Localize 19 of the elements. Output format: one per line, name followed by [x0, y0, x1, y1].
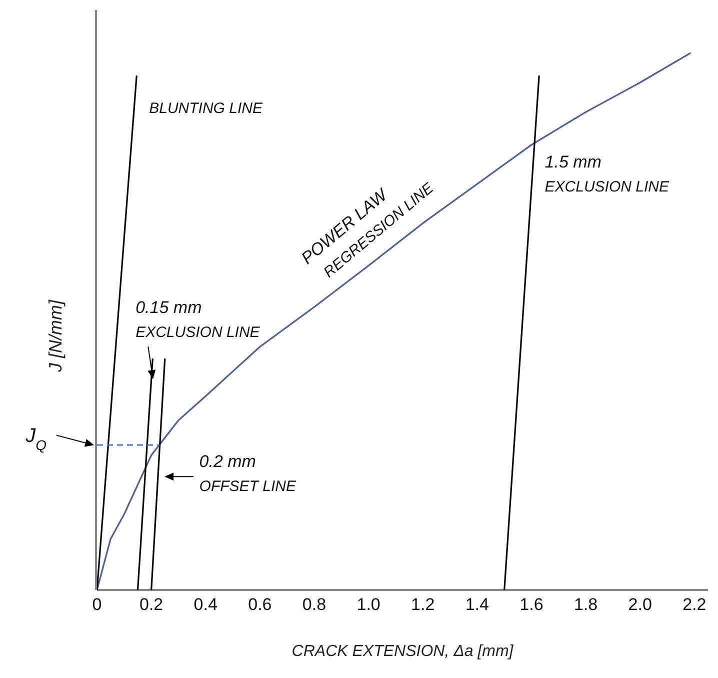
annotation: BLUNTING LINE	[149, 100, 264, 118]
x-tick-label: 0.6	[248, 595, 272, 614]
x-tick-label: 1.6	[520, 595, 544, 614]
annotation: 0.15 mm EXCLUSION LINE	[136, 298, 261, 342]
annotation: 0.2 mm OFFSET LINE	[199, 452, 297, 495]
x-tick-label: 0.8	[302, 595, 326, 614]
x-tick-label: 0.4	[194, 595, 218, 614]
x-tick-label: 1.0	[356, 595, 380, 614]
text: J$_{Q}$	[24, 425, 47, 454]
x-tick-label: 0.2	[139, 595, 164, 614]
annotation: 1.5 mm EXCLUSION LINE	[544, 152, 670, 196]
x-tick-label: 1.8	[574, 595, 598, 614]
x-tick-label: 2.2	[682, 595, 706, 614]
x-axis-title: CRACK EXTENSION, Δa [mm]	[292, 643, 514, 660]
x-tick-label: 1.4	[465, 595, 489, 614]
x-tick-label: 1.2	[411, 595, 435, 614]
y-axis-title: J [N/mm]	[45, 299, 66, 373]
x-tick-label: 2.0	[628, 595, 652, 614]
x-tick-label: 0	[92, 595, 102, 614]
